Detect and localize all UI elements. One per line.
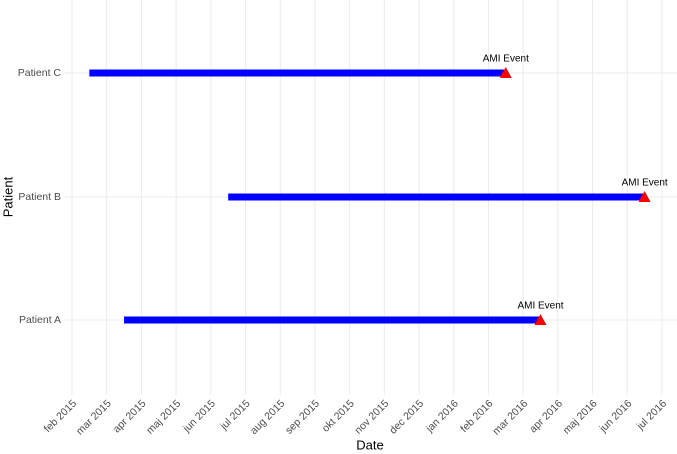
x-tick-label: jul 2015 xyxy=(217,397,252,432)
x-tick-label: mar 2016 xyxy=(490,397,530,437)
x-tick-label: maj 2016 xyxy=(561,397,600,436)
event-marker xyxy=(534,314,547,325)
x-tick-label: apr 2016 xyxy=(527,397,565,435)
x-tick-label: jun 2016 xyxy=(597,397,635,435)
event-marker xyxy=(499,67,512,78)
x-tick-label: jan 2016 xyxy=(423,397,461,435)
x-axis-title: Date xyxy=(356,437,383,452)
x-tick-label: jun 2015 xyxy=(180,397,218,435)
event-label: AMI Event xyxy=(483,54,529,65)
y-axis-title: Patient xyxy=(0,176,15,217)
x-tick-label: okt 2015 xyxy=(320,397,357,434)
x-tick-label: jul 2016 xyxy=(634,397,669,432)
x-tick-label: aug 2015 xyxy=(248,397,288,437)
x-tick-label: dec 2015 xyxy=(387,397,426,436)
x-tick-label: sep 2015 xyxy=(283,397,322,436)
y-tick-label: Patient C xyxy=(18,67,62,79)
y-tick-label: Patient A xyxy=(19,314,61,326)
event-label: AMI Event xyxy=(622,178,668,189)
y-tick-label: Patient B xyxy=(18,191,61,203)
event-label: AMI Event xyxy=(517,301,563,312)
x-tick-label: maj 2015 xyxy=(144,397,183,436)
x-tick-label: apr 2015 xyxy=(111,397,149,435)
x-tick-label: mar 2015 xyxy=(74,397,114,437)
event-marker xyxy=(638,191,651,202)
x-tick-label: nov 2015 xyxy=(352,397,391,436)
